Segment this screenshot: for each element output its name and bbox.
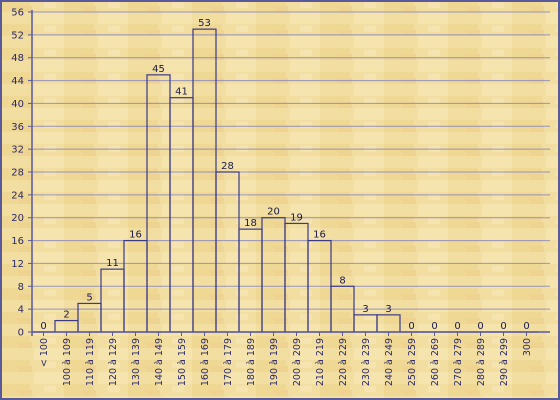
data-label: 16 bbox=[129, 230, 142, 241]
data-label: 16 bbox=[313, 230, 326, 241]
x-tick-label: 210 à 219 bbox=[315, 338, 326, 386]
data-label: 45 bbox=[152, 64, 165, 75]
x-tick-label: 200 à 209 bbox=[292, 338, 303, 386]
x-tick-label: 250 à 259 bbox=[407, 338, 418, 386]
data-label: 53 bbox=[198, 18, 211, 29]
x-tick-label: 160 à 169 bbox=[200, 338, 211, 386]
data-label: 41 bbox=[175, 87, 188, 98]
x-tick-label: 230 à 239 bbox=[361, 338, 372, 386]
y-tick-label: 52 bbox=[11, 30, 24, 41]
x-tick-label: 110 à 119 bbox=[85, 338, 96, 386]
x-tick-label: 220 à 229 bbox=[338, 338, 349, 386]
x-tick-label: 300 bbox=[522, 338, 533, 356]
y-tick-label: 40 bbox=[11, 99, 24, 110]
axes bbox=[28, 10, 550, 336]
y-tick-label: 16 bbox=[11, 236, 24, 247]
data-label: 0 bbox=[477, 321, 483, 332]
y-tick-label: 4 bbox=[18, 305, 24, 316]
y-tick-label: 56 bbox=[11, 8, 24, 19]
data-label: 18 bbox=[244, 218, 257, 229]
x-tick-label: 290 à 299 bbox=[499, 338, 510, 386]
y-tick-label: 44 bbox=[11, 76, 24, 87]
y-tick-label: 20 bbox=[11, 213, 24, 224]
data-label: 0 bbox=[523, 321, 529, 332]
x-tick-label: 260 à 269 bbox=[430, 338, 441, 386]
y-tick-label: 28 bbox=[11, 168, 24, 179]
x-tick-label: 170 à 179 bbox=[223, 338, 234, 386]
data-label: 28 bbox=[221, 161, 234, 172]
y-tick-label: 48 bbox=[11, 53, 24, 64]
data-labels: 0 2 5 11 16 45 41 53 28 18 20 19 16 8 3 3 0 0 0 0 0 0 bbox=[40, 18, 529, 332]
y-tick-label: 12 bbox=[11, 259, 24, 270]
x-tick-label: 270 à 279 bbox=[453, 338, 464, 386]
data-label: 0 bbox=[40, 321, 46, 332]
y-tick-label: 8 bbox=[18, 282, 24, 293]
data-label: 0 bbox=[431, 321, 437, 332]
data-label: 0 bbox=[454, 321, 460, 332]
data-label: 3 bbox=[362, 304, 368, 315]
x-tick-label: 280 à 289 bbox=[476, 338, 487, 386]
data-label: 11 bbox=[106, 258, 119, 269]
data-label: 0 bbox=[408, 321, 414, 332]
data-label: 20 bbox=[267, 207, 280, 218]
gridlines bbox=[32, 11, 550, 310]
y-tick-label: 24 bbox=[11, 190, 24, 201]
x-tick-label: 140 à 149 bbox=[154, 338, 165, 386]
x-tick-label: 120 à 129 bbox=[108, 338, 119, 386]
x-tick-labels: < 100 100 à 109 110 à 119 120 à 129 130 à 13… bbox=[39, 338, 533, 386]
x-tick-label: 180 à 189 bbox=[246, 338, 257, 386]
x-tick-label: 190 à 199 bbox=[269, 338, 280, 386]
data-label: 2 bbox=[63, 310, 69, 321]
data-label: 3 bbox=[385, 304, 391, 315]
x-tick-label: < 100 bbox=[39, 338, 50, 367]
x-tick-label: 240 à 249 bbox=[384, 338, 395, 386]
data-label: 19 bbox=[290, 212, 303, 223]
y-tick-label: 36 bbox=[11, 122, 24, 133]
y-tick-label: 0 bbox=[18, 328, 24, 339]
x-tick-label: 100 à 109 bbox=[62, 338, 73, 386]
data-label: 0 bbox=[500, 321, 506, 332]
x-tick-label: 150 à 159 bbox=[177, 338, 188, 386]
data-label: 5 bbox=[86, 292, 92, 303]
x-tick-label: 130 à 139 bbox=[131, 338, 142, 386]
y-tick-label: 32 bbox=[11, 145, 24, 156]
data-label: 8 bbox=[339, 275, 345, 286]
